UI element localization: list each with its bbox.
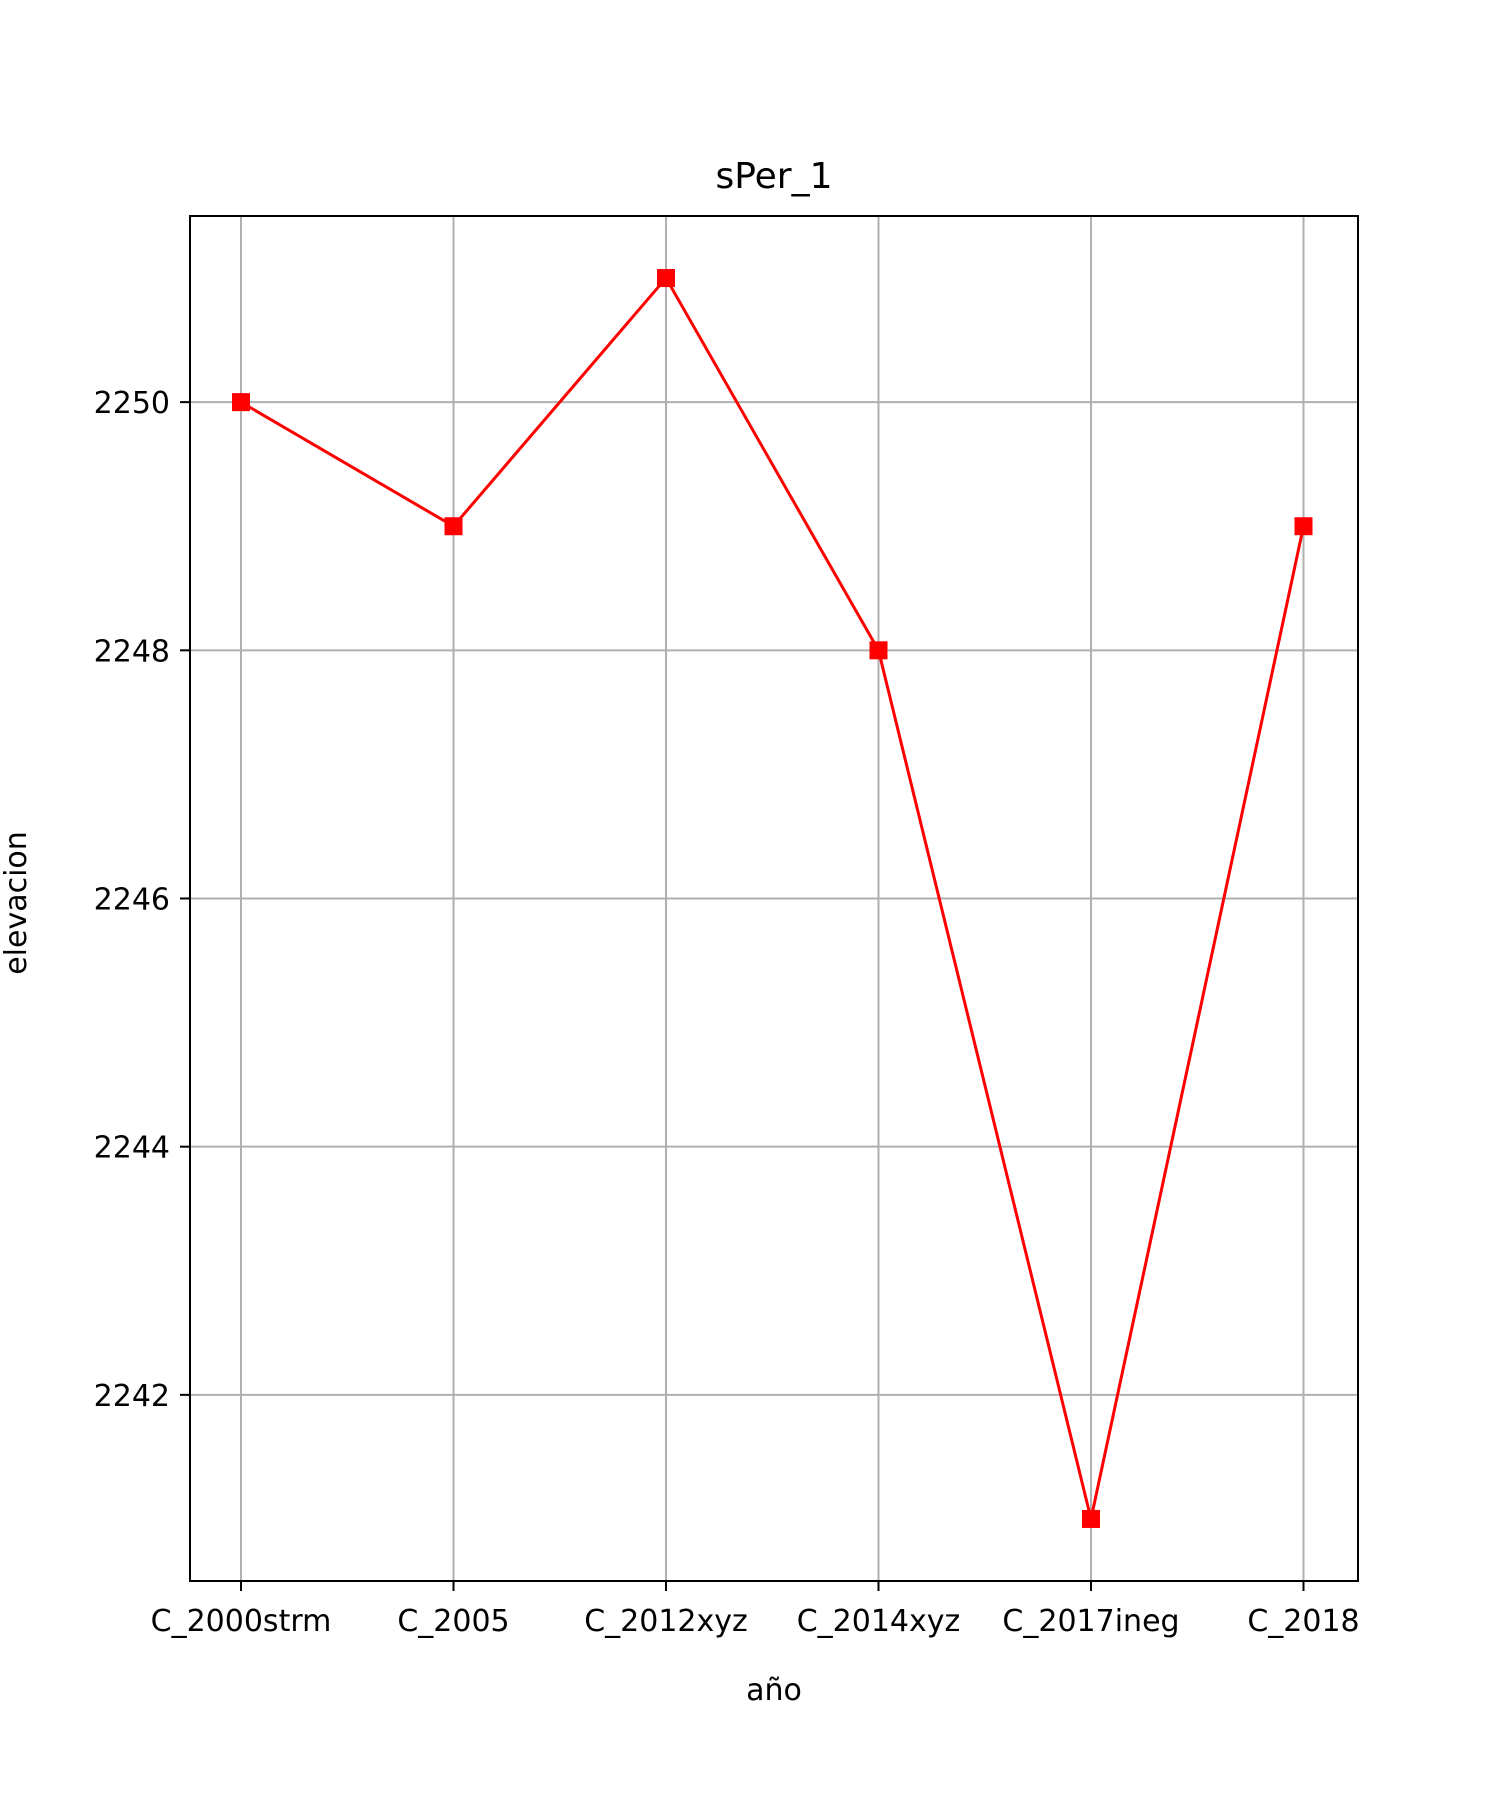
x-tick-label: C_2017ineg <box>1002 1604 1179 1639</box>
y-axis-label: elevacion <box>0 831 34 975</box>
series-line <box>240 275 1305 1520</box>
grid <box>190 216 1358 1581</box>
x-tick-label: C_2014xyz <box>797 1604 961 1639</box>
x-tick-label: C_2018 <box>1247 1604 1359 1639</box>
y-tick-label: 2248 <box>94 634 170 669</box>
y-tick-label: 2246 <box>94 883 170 918</box>
data-point-marker <box>869 641 888 660</box>
series-layer <box>232 269 1313 1528</box>
data-point-marker <box>232 393 250 412</box>
data-point-marker <box>444 517 463 536</box>
y-tick-label: 2250 <box>94 386 170 421</box>
x-tick-label: C_2005 <box>397 1604 509 1639</box>
x-tick-label: C_2012xyz <box>584 1604 748 1639</box>
ticks: C_2000strm C_2005 C_2012xyz C_2014xyz C_2017… <box>94 386 1360 1639</box>
x-tick-label: C_2000strm <box>151 1604 332 1639</box>
y-tick-label: 2242 <box>94 1379 170 1414</box>
data-point-marker <box>1082 1509 1100 1528</box>
x-axis-label: año <box>746 1673 802 1708</box>
chart-title: sPer_1 <box>715 156 832 197</box>
data-point-marker <box>1294 517 1313 536</box>
data-point-marker <box>657 269 675 288</box>
y-tick-label: 2244 <box>94 1131 170 1166</box>
